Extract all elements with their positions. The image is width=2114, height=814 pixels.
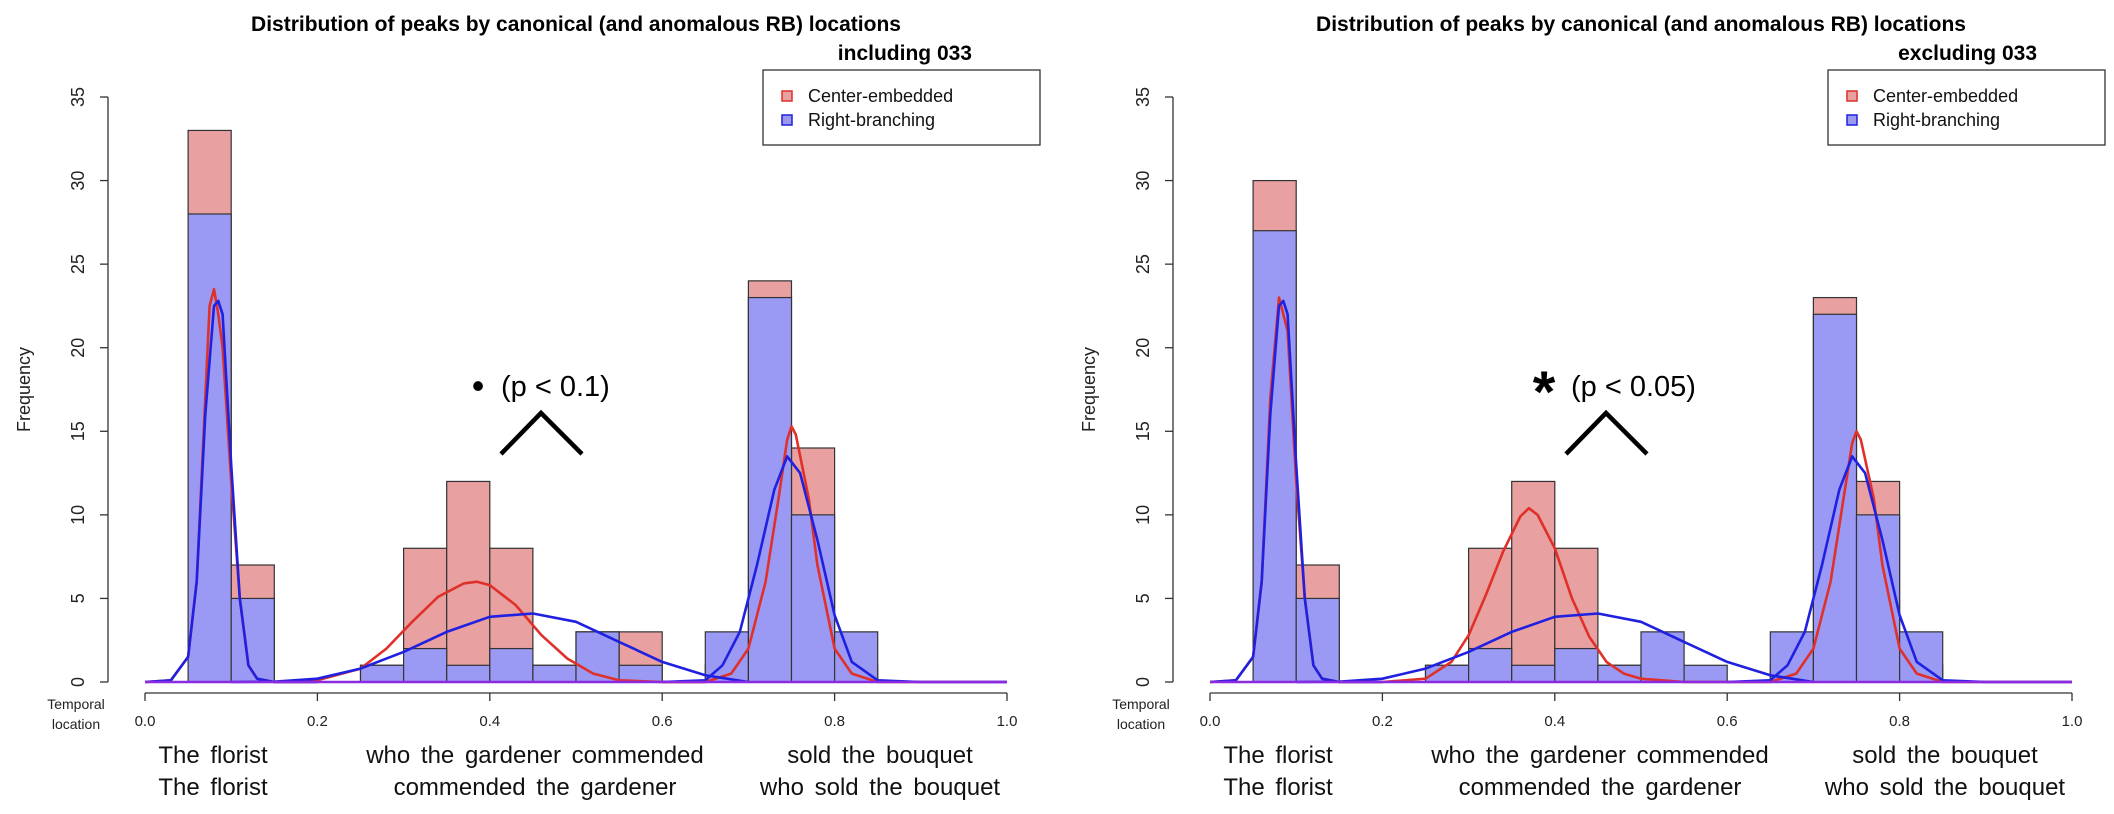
density-curve-right-branching: [144, 299, 318, 684]
chart-panel-1: Distribution of peaks by canonical (and …: [14, 13, 1041, 801]
histogram-bar-right-branching: [230, 597, 275, 683]
y-tick-label: 35: [68, 87, 88, 107]
chart-title: Distribution of peaks by canonical (and …: [1316, 13, 1966, 36]
sentence-right-branching-segment: commended the gardener: [394, 774, 677, 801]
legend-entry-label: Right-branching: [808, 110, 935, 130]
x-axis-label-line1: Temporal: [1112, 696, 1170, 712]
y-tick-label: 25: [68, 254, 88, 274]
y-tick-label: 10: [68, 505, 88, 525]
legend-box: [762, 69, 1041, 146]
histogram-bar-right-branching: [1855, 514, 1901, 683]
density-curve-right-branching: [1209, 299, 1383, 684]
sentence-center-embedded-segment: The florist: [158, 742, 268, 769]
histogram-bar-right-branching: [1597, 664, 1642, 683]
y-tick-label: 25: [1133, 254, 1153, 274]
legend-swatch-center-embedded: [1846, 90, 1858, 102]
x-tick-label: 0.6: [1717, 713, 1738, 730]
histogram-bar-right-branching: [1468, 647, 1513, 683]
density-curve-right-branching: [1296, 612, 1814, 684]
x-axis-label-line1: Temporal: [47, 696, 105, 712]
y-tick-label: 0: [68, 677, 88, 687]
density-curve-center-embedded: [1727, 430, 2072, 684]
x-tick-label: 0.4: [1544, 713, 1565, 730]
histogram-bar-right-branching: [1252, 230, 1297, 683]
y-tick-label: 15: [68, 421, 88, 441]
y-tick-label: 5: [68, 593, 88, 603]
y-tick-label: 20: [1133, 338, 1153, 358]
sentence-center-embedded-segment: sold the bouquet: [1852, 742, 2038, 769]
x-tick-label: 1.0: [997, 713, 1018, 730]
sentence-center-embedded-segment: sold the bouquet: [787, 742, 973, 769]
x-tick-label: 1.0: [2062, 713, 2083, 730]
histogram-bar-right-branching: [403, 647, 448, 683]
density-curve-right-branching: [662, 455, 1007, 684]
sentence-right-branching-segment: who sold the bouquet: [759, 774, 1001, 801]
x-tick-label: 0.0: [1200, 713, 1221, 730]
significance-dot-icon: •: [472, 365, 485, 406]
y-axis-label: Frequency: [1079, 347, 1099, 432]
histogram-bar-right-branching: [489, 647, 534, 683]
x-tick-label: 0.6: [652, 713, 673, 730]
density-curve-center-embedded: [274, 580, 706, 684]
sentence-center-embedded-segment: who the gardener commended: [365, 742, 704, 769]
y-tick-label: 5: [1133, 593, 1153, 603]
legend-entry-label: Right-branching: [1873, 110, 2000, 130]
chart-subtitle: excluding 033: [1898, 42, 2037, 65]
y-tick-label: 15: [1133, 421, 1153, 441]
legend-entry-label: Center-embedded: [1873, 86, 2018, 106]
significance-bracket-icon: [1564, 409, 1649, 456]
x-axis-label-line2: location: [52, 716, 100, 732]
density-curve-center-embedded: [662, 425, 1007, 684]
histogram-bar-right-branching: [359, 664, 405, 683]
significance-asterisk-icon: *: [1533, 360, 1556, 425]
x-axis-label-line2: location: [1117, 716, 1165, 732]
chart-subtitle: including 033: [838, 42, 972, 65]
legend-swatch-right-branching: [1846, 114, 1858, 126]
y-tick-label: 30: [68, 171, 88, 191]
histogram-bar-right-branching: [446, 664, 491, 683]
sentence-center-embedded-segment: The florist: [1223, 742, 1333, 769]
sentence-right-branching-segment: who sold the bouquet: [1824, 774, 2066, 801]
x-tick-label: 0.8: [1889, 713, 1910, 730]
significance-label: (p < 0.1): [501, 371, 610, 403]
y-tick-label: 35: [1133, 87, 1153, 107]
legend-swatch-right-branching: [781, 114, 793, 126]
histogram-bar-right-branching: [1683, 664, 1728, 683]
sentence-center-embedded-segment: who the gardener commended: [1430, 742, 1769, 769]
significance-label: (p < 0.05): [1571, 371, 1696, 403]
sentence-right-branching-segment: commended the gardener: [1459, 774, 1742, 801]
y-tick-label: 10: [1133, 505, 1153, 525]
x-tick-label: 0.8: [824, 713, 845, 730]
y-tick-label: 30: [1133, 171, 1153, 191]
density-curve-right-branching: [1727, 455, 2072, 684]
x-tick-label: 0.2: [1372, 713, 1393, 730]
histogram-bar-right-branching: [1511, 664, 1556, 683]
sentence-right-branching-segment: The florist: [1223, 774, 1333, 801]
sentence-right-branching-segment: The florist: [158, 774, 268, 801]
histogram-bar-right-branching: [1554, 647, 1599, 683]
density-curve-right-branching: [231, 612, 749, 684]
legend-entry-label: Center-embedded: [808, 86, 953, 106]
density-curve-center-embedded: [1382, 506, 1728, 684]
histogram-bar-right-branching: [790, 514, 836, 683]
x-tick-label: 0.0: [135, 713, 156, 730]
histogram-bar-right-branching: [532, 664, 577, 683]
x-tick-label: 0.2: [307, 713, 328, 730]
chart-title: Distribution of peaks by canonical (and …: [251, 13, 901, 36]
legend-box: [1827, 69, 2106, 146]
legend-swatch-center-embedded: [781, 90, 793, 102]
y-axis-label: Frequency: [14, 347, 34, 432]
y-tick-label: 20: [68, 338, 88, 358]
x-tick-label: 0.4: [479, 713, 500, 730]
histogram-bar-right-branching: [1295, 597, 1340, 683]
y-tick-label: 0: [1133, 677, 1153, 687]
significance-bracket-icon: [499, 409, 584, 456]
chart-panel-2: Distribution of peaks by canonical (and …: [1079, 13, 2106, 801]
